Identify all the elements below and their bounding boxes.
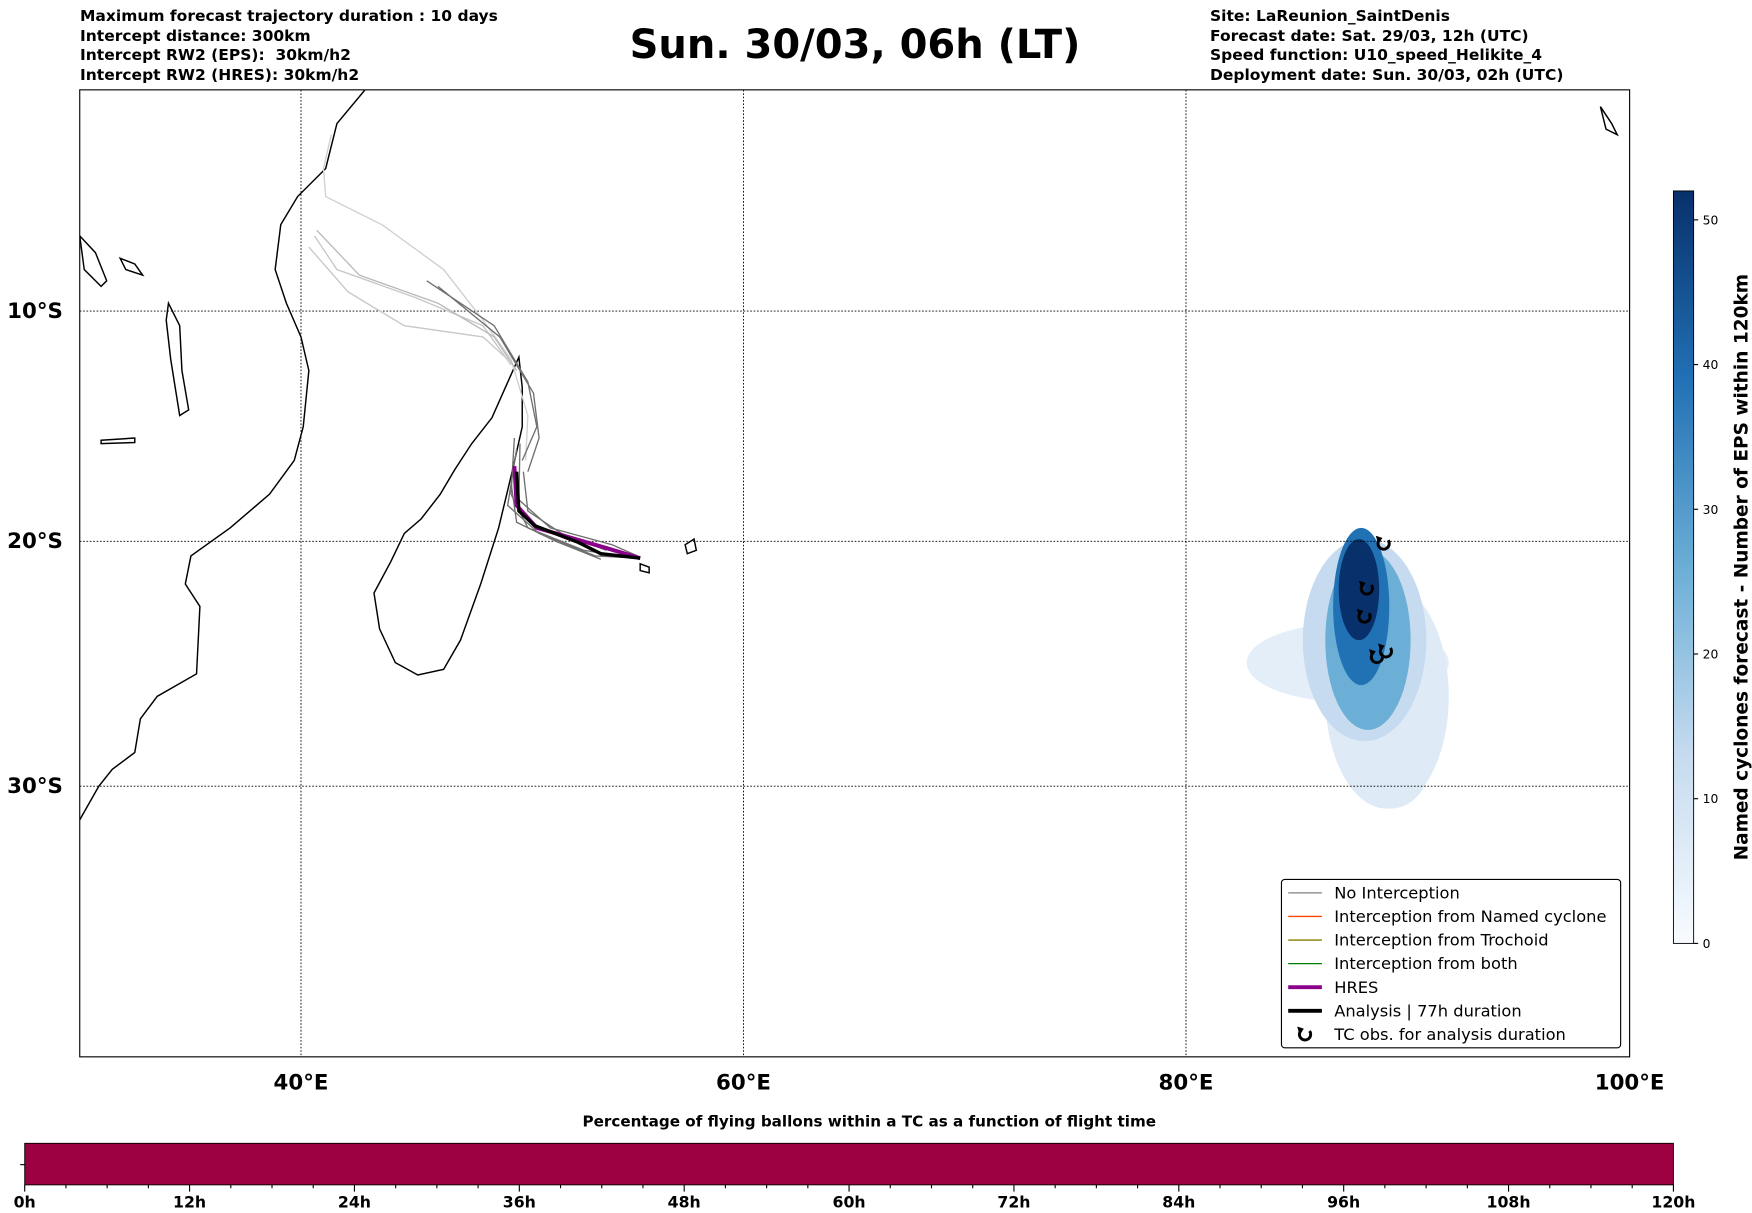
- legend-item: Analysis | 77h duration: [1288, 1001, 1522, 1020]
- legend-label: No Interception: [1334, 883, 1460, 902]
- legend-item: No Interception: [1288, 883, 1460, 902]
- lon-tick-label: 80°E: [1159, 1070, 1214, 1095]
- timebar-tick: 36h: [503, 1192, 536, 1211]
- header-deployment-date: Deployment date: Sun. 30/03, 02h (UTC): [1210, 65, 1564, 84]
- lat-tick-labels: 10°S 20°S 30°S: [7, 299, 63, 799]
- legend-label: Interception from Trochoid: [1334, 931, 1548, 950]
- eps-trajectories: [308, 134, 641, 560]
- header-site: Site: LaReunion_SaintDenis: [1210, 7, 1450, 25]
- legend-item: Interception from Trochoid: [1288, 931, 1549, 950]
- timebar-tick: 84h: [1162, 1192, 1195, 1211]
- timebar-tick: 24h: [338, 1192, 371, 1211]
- lon-tick-label: 100°E: [1595, 1070, 1665, 1095]
- timebar-title: Percentage of flying ballons within a TC…: [583, 1112, 1157, 1130]
- timebar-tick: 48h: [668, 1192, 701, 1211]
- colorbar-tick: 10: [1703, 792, 1719, 806]
- timebar-tick: 120h: [1651, 1192, 1695, 1211]
- lat-tick-label: 10°S: [7, 299, 63, 324]
- timebar: [24, 1142, 1674, 1186]
- header-duration: Maximum forecast trajectory duration : 1…: [80, 7, 498, 25]
- legend-item: Interception from Named cyclone: [1288, 907, 1606, 926]
- timebar-tick: 72h: [997, 1192, 1030, 1211]
- lat-tick-label: 20°S: [7, 529, 63, 554]
- header-right: Site: LaReunion_SaintDenis Forecast date…: [1210, 7, 1563, 85]
- legend: No Interception Interception from Named c…: [1280, 878, 1622, 1049]
- timebar-tick: 0h: [14, 1192, 36, 1211]
- header-hres: Intercept RW2 (HRES): 30km/h2: [80, 65, 360, 84]
- lon-tick-labels: 40°E 60°E 80°E 100°E: [274, 1070, 1665, 1095]
- legend-label: Interception from both: [1334, 954, 1517, 973]
- legend-item: HRES: [1288, 978, 1378, 997]
- timebar-ticks: 0h 12h 24h 36h 48h 60h 72h 84h 96h 108h 120h: [14, 1184, 1695, 1211]
- colorbar-tick: 50: [1703, 213, 1719, 227]
- lon-tick-label: 40°E: [274, 1070, 329, 1095]
- colorbar: 0 10 20 30 40 50 Named cyclones forecast - Nu…: [1672, 190, 1752, 951]
- timebar-tick: 108h: [1487, 1192, 1531, 1211]
- colorbar-label: Named cyclones forecast - Number of EPS …: [1732, 274, 1752, 861]
- legend-label: TC obs. for analysis duration: [1333, 1025, 1566, 1044]
- map-frame: [79, 89, 1631, 1058]
- header-left: Maximum forecast trajectory duration : 1…: [80, 7, 498, 85]
- timebar-tick: 96h: [1327, 1192, 1360, 1211]
- colorbar-tick: 40: [1703, 358, 1719, 372]
- page-title: Sun. 30/03, 06h (LT): [629, 22, 1081, 68]
- lat-tick-label: 30°S: [7, 774, 63, 799]
- header-distance: Intercept distance: 300km: [80, 26, 311, 45]
- timebar-tick: 60h: [833, 1192, 866, 1211]
- colorbar-tick: 0: [1703, 937, 1711, 951]
- analysis-trajectory: [514, 471, 641, 560]
- coastlines: [79, 89, 1619, 821]
- colorbar-tick: 30: [1703, 503, 1719, 517]
- legend-item: Interception from both: [1288, 954, 1518, 973]
- header-forecast-date: Forecast date: Sat. 29/03, 12h (UTC): [1210, 26, 1529, 45]
- colorbar-tick: 20: [1703, 647, 1719, 661]
- legend-item: TC obs. for analysis duration: [1295, 1025, 1566, 1044]
- lon-tick-label: 60°E: [716, 1070, 771, 1095]
- header-speed-function: Speed function: U10_speed_Helikite_4: [1210, 46, 1543, 64]
- timebar-tick: 12h: [173, 1192, 206, 1211]
- header-eps: Intercept RW2 (EPS): 30km/h2: [80, 46, 351, 64]
- legend-label: HRES: [1334, 978, 1378, 997]
- legend-label: Interception from Named cyclone: [1334, 907, 1606, 926]
- legend-label: Analysis | 77h duration: [1334, 1001, 1521, 1020]
